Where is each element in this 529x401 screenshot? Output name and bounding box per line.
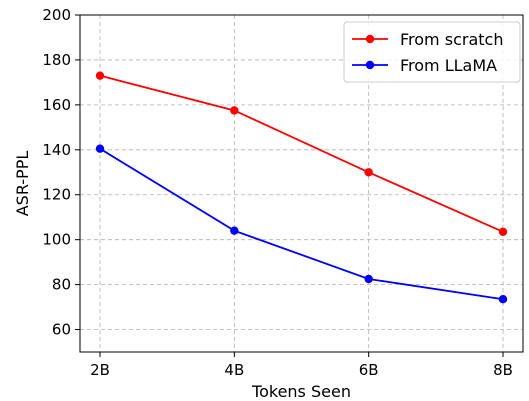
x-tick-label: 6B (359, 361, 379, 379)
y-axis-label: ASR-PPL (13, 151, 32, 217)
plot-frame (79, 14, 524, 353)
legend-box (343, 21, 521, 83)
x-tick-label: 8B (493, 361, 513, 379)
series-line (99, 74, 504, 233)
data-point (498, 295, 508, 304)
data-point (230, 226, 239, 235)
series-group (95, 71, 508, 304)
x-tick-label: 4B (224, 361, 244, 379)
y-tick-label: 180 (42, 51, 71, 69)
legend-label: From LLaMA (400, 56, 497, 75)
x-tick-label: 2B (90, 361, 110, 379)
data-point (364, 274, 373, 284)
legend-label: From scratch (400, 30, 503, 49)
y-tick-label: 140 (42, 141, 71, 159)
y-tick-label: 160 (42, 96, 71, 114)
series-line (99, 147, 504, 301)
y-tick-label: 60 (52, 321, 71, 339)
data-point (498, 227, 508, 237)
y-tick-label: 120 (42, 186, 71, 204)
data-point (95, 144, 105, 153)
data-point (364, 168, 373, 177)
data-point (230, 106, 239, 115)
y-axis-ticks: 60 80 100 120 140 160 180 200 (42, 6, 80, 339)
data-point (95, 71, 105, 80)
y-tick-label: 80 (52, 276, 71, 294)
legend: From scratch From LLaMA (343, 21, 521, 83)
y-tick-label: 200 (42, 6, 71, 24)
legend-swatch-marker (365, 34, 375, 44)
x-axis-label: Tokens Seen (251, 382, 351, 401)
legend-swatch-marker (365, 60, 375, 70)
x-axis-ticks: 2B 4B 6B 8B (90, 352, 513, 379)
y-tick-label: 100 (42, 231, 71, 249)
